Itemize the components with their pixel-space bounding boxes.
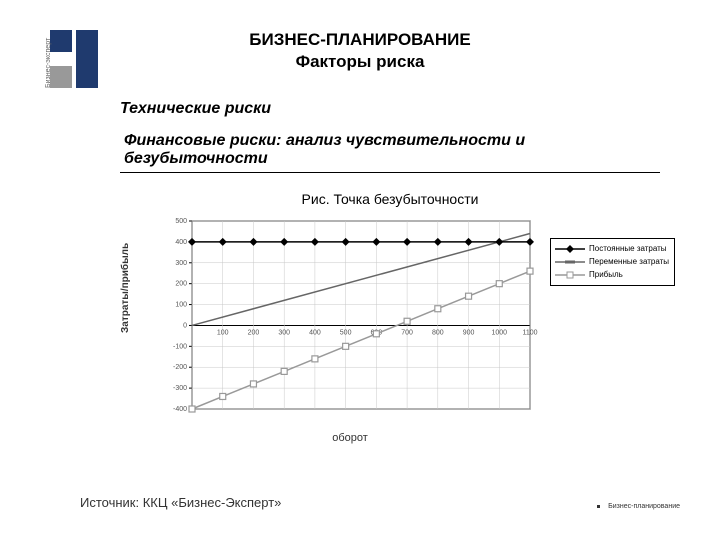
chart-legend: Постоянные затраты Переменные затраты Пр… [550,238,675,286]
figure-title: Рис. Точка безубыточности [120,191,660,207]
svg-text:1000: 1000 [491,329,507,336]
slide-header: Бизнес-эксперт БИЗНЕС-ПЛАНИРОВАНИЕ Факто… [0,20,720,72]
svg-text:400: 400 [309,329,321,336]
source-text: Источник: ККЦ «Бизнес-Эксперт» [80,495,281,510]
svg-text:800: 800 [432,329,444,336]
svg-text:0: 0 [183,322,187,329]
y-axis-label: Затраты/прибыль [120,243,131,333]
svg-text:400: 400 [175,239,187,246]
svg-text:300: 300 [278,329,290,336]
breakeven-chart: -400 -300 -200 -100 0 100 200 300 400 500 100 200 30… [160,213,540,423]
title-line-1: БИЗНЕС-ПЛАНИРОВАНИЕ [0,30,720,50]
svg-text:-400: -400 [173,406,187,413]
heading-technical-risks: Технические риски [120,100,660,118]
svg-text:-100: -100 [173,343,187,350]
title-line-2: Факторы риска [0,52,720,72]
legend-label-fixed: Постоянные затраты [589,245,667,254]
bullet-icon [597,505,600,508]
svg-text:200: 200 [248,329,260,336]
chart-container: Затраты/прибыль -400-300-200-10001002003… [160,213,540,444]
legend-label-profit: Прибыль [589,271,623,280]
legend-label-variable: Переменные затраты [589,258,669,267]
title-block: БИЗНЕС-ПЛАНИРОВАНИЕ Факторы риска [0,30,720,72]
legend-item-fixed: Постоянные затраты [555,243,670,256]
footer-note: Бизнес-планирование [597,503,680,510]
svg-text:-200: -200 [173,364,187,371]
legend-item-profit: Прибыль [555,269,670,282]
content-area: Технические риски Финансовые риски: анал… [120,100,660,444]
svg-text:100: 100 [175,302,187,309]
logo-tagline: Бизнес-эксперт [45,38,52,88]
svg-text:500: 500 [175,218,187,225]
svg-text:200: 200 [175,281,187,288]
footer-text: Бизнес-планирование [608,503,680,510]
legend-item-variable: Переменные затраты [555,256,670,269]
svg-text:100: 100 [217,329,229,336]
svg-text:1100: 1100 [522,329,537,336]
svg-text:300: 300 [175,260,187,267]
svg-text:700: 700 [401,329,413,336]
svg-text:900: 900 [463,329,475,336]
x-axis-label: оборот [160,432,540,444]
logo [50,30,98,88]
svg-text:500: 500 [340,329,352,336]
svg-text:-300: -300 [173,385,187,392]
heading-financial-risks: Финансовые риски: анализ чувствительност… [120,132,660,173]
